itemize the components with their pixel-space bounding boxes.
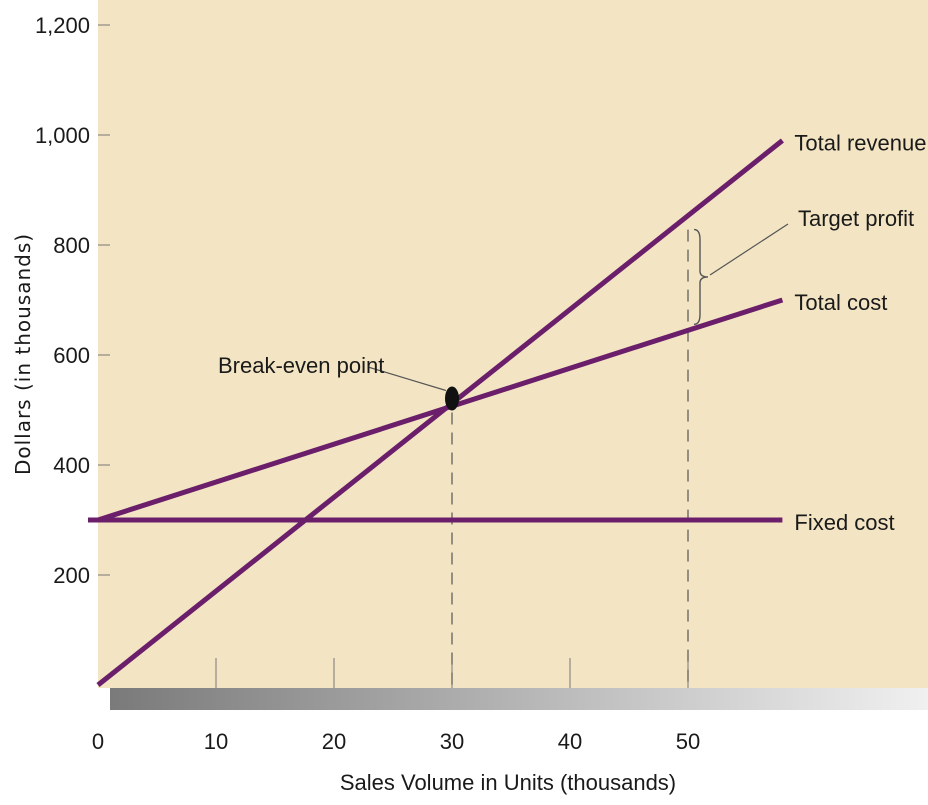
- x-axis-band: [110, 688, 928, 710]
- total-revenue-line: [96, 138, 784, 687]
- y-tick-label: 800: [53, 233, 90, 258]
- target-profit-brace: [693, 228, 709, 326]
- x-tick-label: 40: [558, 729, 582, 754]
- y-tick-label: 200: [53, 563, 90, 588]
- series-lines: [88, 138, 784, 687]
- y-axis-label: Dollars (in thousands): [11, 233, 35, 475]
- y-tick-label: 400: [53, 453, 90, 478]
- y-tick-label: 1,000: [35, 123, 90, 148]
- target-profit-label: Target profit: [798, 206, 914, 231]
- x-axis-ticks: 0 10 20 30 40 50: [92, 658, 700, 754]
- series-labels: Total revenue Total cost Fixed cost: [794, 131, 926, 536]
- x-tick-label: 10: [204, 729, 228, 754]
- break-even-pointer: [367, 366, 447, 392]
- fixed-cost-label: Fixed cost: [794, 510, 894, 535]
- x-tick-label: 0: [92, 729, 104, 754]
- break-even-label: Break-even point: [218, 353, 384, 378]
- x-axis-label: Sales Volume in Units (thousands): [340, 770, 676, 795]
- guide-lines: [451, 229, 689, 688]
- target-profit-pointer: [709, 223, 789, 276]
- y-axis-ticks: 200 400 600 800 1,000 1,200: [35, 13, 110, 588]
- total-revenue-label: Total revenue: [794, 131, 926, 156]
- y-tick-label: 600: [53, 343, 90, 368]
- total-cost-label: Total cost: [794, 290, 887, 315]
- total-cost-line: [97, 297, 784, 523]
- break-even-point-marker: [445, 386, 459, 411]
- x-tick-label: 50: [676, 729, 700, 754]
- y-tick-label: 1,200: [35, 13, 90, 38]
- x-tick-label: 20: [322, 729, 346, 754]
- x-tick-label: 30: [440, 729, 464, 754]
